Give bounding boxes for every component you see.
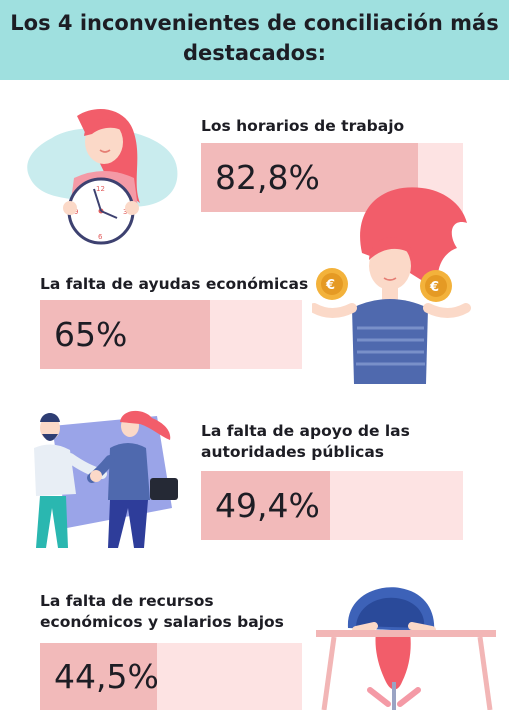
bar-label-4: La falta de recursos económicos y salari… [40, 591, 284, 633]
bar-track-1: 82,8% [201, 143, 463, 212]
bar-label-3-line-1: La falta de apoyo de las [201, 422, 410, 440]
bar-fill-3 [201, 471, 331, 540]
bar-value-4: 44,5% [54, 657, 159, 696]
bar-fill-2 [40, 300, 211, 369]
header-banner [0, 0, 509, 80]
woman-coins-illustration: € € [312, 187, 471, 384]
bar-label-4-line-2: económicos y salarios bajos [40, 613, 284, 631]
bar-label-1: Los horarios de trabajo [201, 116, 404, 137]
handshake-illustration [34, 410, 178, 548]
bar-track-3: 49,4% [201, 471, 463, 540]
bar-value-3: 49,4% [215, 486, 320, 525]
bar-value-2: 65% [54, 315, 128, 354]
svg-text:9: 9 [74, 208, 78, 216]
bar-label-1-line-1: Los horarios de trabajo [201, 117, 405, 135]
bar-label-4-line-1: La falta de recursos [40, 592, 214, 610]
bar-value-1: 82,8% [215, 158, 320, 197]
page-title: Los 4 inconvenientes de conciliación más… [0, 8, 509, 68]
bar-track-2: 65% [40, 300, 302, 369]
bar-label-2: La falta de ayudas económicas [40, 274, 308, 295]
bar-label-2-line-1: La falta de ayudas económicas [40, 275, 309, 293]
bar-fill-4 [40, 643, 157, 710]
tired-woman-desk-illustration [316, 587, 496, 710]
svg-text:3: 3 [123, 208, 127, 216]
woman-clock-illustration: 12 3 6 9 [27, 109, 178, 245]
svg-text:12: 12 [96, 185, 105, 193]
svg-text:€: € [429, 280, 439, 295]
bar-label-3: La falta de apoyo de las autoridades púb… [201, 421, 410, 463]
bar-track-4: 44,5% [40, 643, 302, 710]
page-title-text: Los 4 inconvenientes de conciliación más… [10, 11, 499, 65]
svg-text:6: 6 [98, 233, 103, 241]
bar-label-3-line-2: autoridades públicas [201, 443, 385, 461]
svg-text:€: € [325, 278, 335, 293]
